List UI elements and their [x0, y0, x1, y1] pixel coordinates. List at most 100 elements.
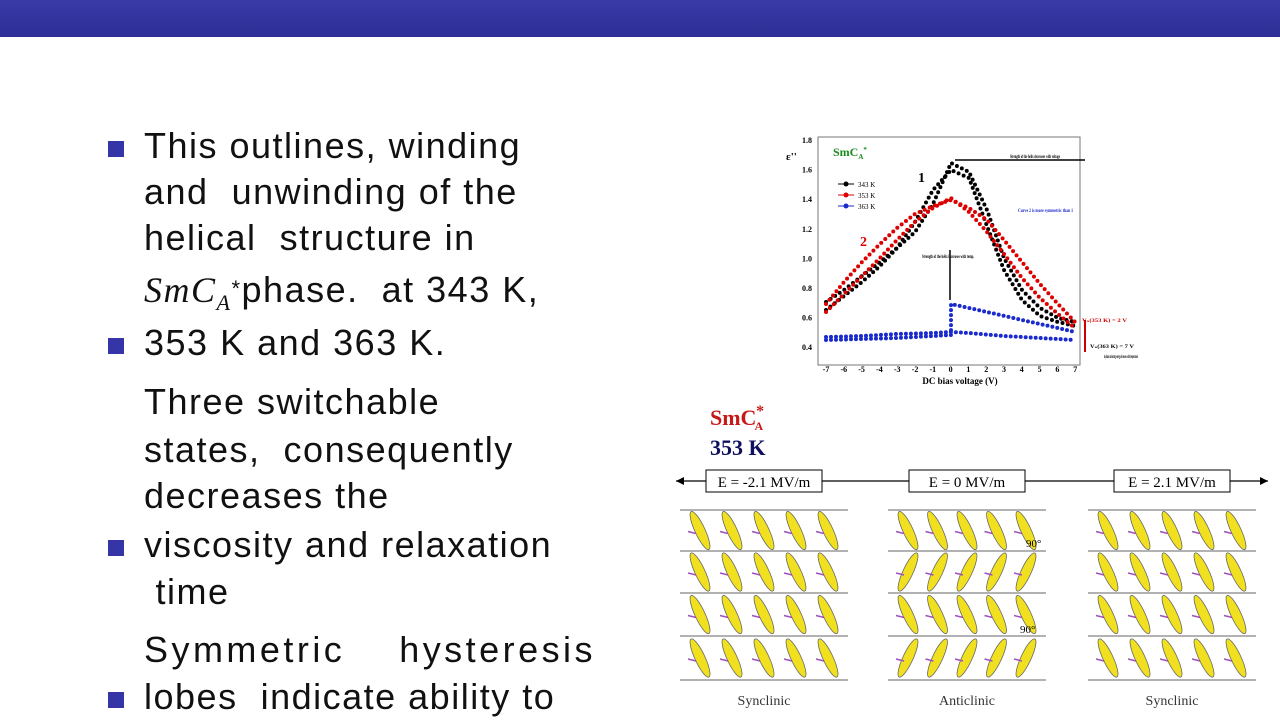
bullet: [108, 141, 124, 157]
y-tick-label: 1.8: [802, 136, 812, 145]
x-tick-label: 0: [949, 365, 953, 374]
annotation: Curve 2 is more symmetric than 1: [1018, 208, 1073, 214]
molecule: [986, 594, 1007, 635]
molecule: [1097, 552, 1119, 592]
bullet: [108, 540, 124, 556]
phase-sup: *: [756, 403, 764, 420]
legend-dot: [843, 181, 849, 187]
dipole: [751, 658, 761, 662]
text-line: 353 K and 363 K.: [144, 322, 446, 363]
curve-343: [824, 160, 1077, 324]
dipole: [751, 530, 761, 535]
dipole: [1223, 614, 1233, 619]
field-box: [705, 469, 823, 493]
dipole: [783, 614, 793, 619]
phase-sub: A: [215, 290, 232, 315]
molecule: [897, 552, 919, 592]
dipole: [1223, 658, 1233, 662]
dipole: [1159, 530, 1169, 535]
phase-sm: Sm: [144, 270, 191, 310]
text-line: Symmetric hysteresis: [144, 629, 594, 670]
dipole: [1013, 658, 1023, 662]
x-axis-label: DC bias voltage (V): [922, 376, 997, 386]
molecule: [785, 510, 807, 551]
molecule: [721, 638, 743, 678]
molecule: [1015, 552, 1037, 592]
dipole: [719, 658, 729, 662]
x-tick-label: -3: [894, 365, 901, 374]
molecule: [1225, 510, 1247, 551]
x-tick-label: -6: [840, 365, 847, 374]
x-tick-label: -2: [912, 365, 919, 374]
x-tick-label: 4: [1020, 365, 1024, 374]
molecule: [1129, 594, 1151, 635]
legend-label: 353 K: [858, 192, 875, 200]
molecule: [689, 594, 711, 635]
molecule: [753, 594, 775, 635]
x-tick-label: 5: [1038, 365, 1042, 374]
molecule: [817, 552, 839, 592]
text-rest: phase. at 343 K,: [242, 269, 540, 310]
y-tick-label: 1.6: [802, 166, 812, 175]
molecule: [1161, 594, 1183, 635]
y-axis-label: ε'': [786, 151, 797, 163]
dipole: [815, 530, 825, 535]
molecule: [1015, 638, 1037, 678]
dipole: [687, 572, 697, 576]
temperature: 353 K: [710, 435, 766, 460]
text-line: SmCA*phase. at 343 K,: [144, 269, 539, 315]
annotation: Vₛ(363 K) = 7 V: [1090, 343, 1134, 350]
molecule: [689, 510, 711, 551]
dipole: [925, 658, 934, 662]
figure: 1.8 1.6 1.4 1.2 1.0 0.8 0.6 0.4 -7 -6 -5 -4 -3 -2 -1 0 1…: [786, 136, 1138, 386]
field-box: [1113, 469, 1231, 493]
x-tick-label: 2: [984, 365, 988, 374]
molecule: [956, 594, 978, 635]
dipole: [1191, 658, 1201, 662]
dipole: [954, 658, 964, 662]
phase-sub: A: [858, 153, 863, 161]
curve-363b: [824, 329, 1077, 342]
molecule: [956, 552, 978, 592]
molecule: [817, 594, 839, 635]
phase-c: C: [191, 270, 217, 310]
molecule: [1161, 638, 1183, 678]
annotation: Strength of the helix increases with tem…: [922, 254, 974, 260]
molecule: [986, 510, 1007, 551]
molecule: [1193, 552, 1215, 592]
dipole: [984, 658, 993, 662]
molecule: [753, 510, 775, 551]
field-label: E = 2.1 MV/m: [1128, 475, 1216, 491]
dipole: [925, 572, 934, 576]
phase-sub: A: [754, 419, 763, 433]
dipole: [1127, 572, 1137, 576]
angle-label: 90°: [1020, 624, 1035, 636]
annotation: Strength of the helix decreases with vol…: [1010, 154, 1060, 160]
dipole: [1127, 614, 1137, 619]
dipole: [984, 572, 993, 576]
text-line: lobes indicate ability to: [144, 676, 555, 717]
header-bar: [0, 0, 1280, 37]
phase-star: *: [231, 276, 241, 301]
x-tick-label: -4: [876, 365, 883, 374]
curve-label: 2: [860, 235, 867, 250]
molecule: [986, 552, 1007, 592]
dipole: [954, 572, 964, 576]
dipole: [719, 614, 729, 619]
dipole: [687, 530, 697, 535]
bullet: [108, 692, 124, 708]
phase-sup: *: [863, 146, 867, 154]
molecule: [1225, 552, 1247, 592]
text-line: decreases the: [144, 475, 390, 516]
dipole: [1223, 572, 1233, 576]
molecule: [1161, 510, 1183, 551]
molecule: [753, 638, 775, 678]
dipole: [1191, 572, 1201, 576]
field-label: E = 0 MV/m: [929, 475, 1006, 491]
dipole: [1013, 572, 1023, 576]
dipole: [1013, 530, 1023, 535]
molecule: [1129, 638, 1151, 678]
molecule: [721, 510, 743, 551]
phase-label: SmCA*: [710, 403, 764, 433]
dipole: [1095, 530, 1105, 535]
